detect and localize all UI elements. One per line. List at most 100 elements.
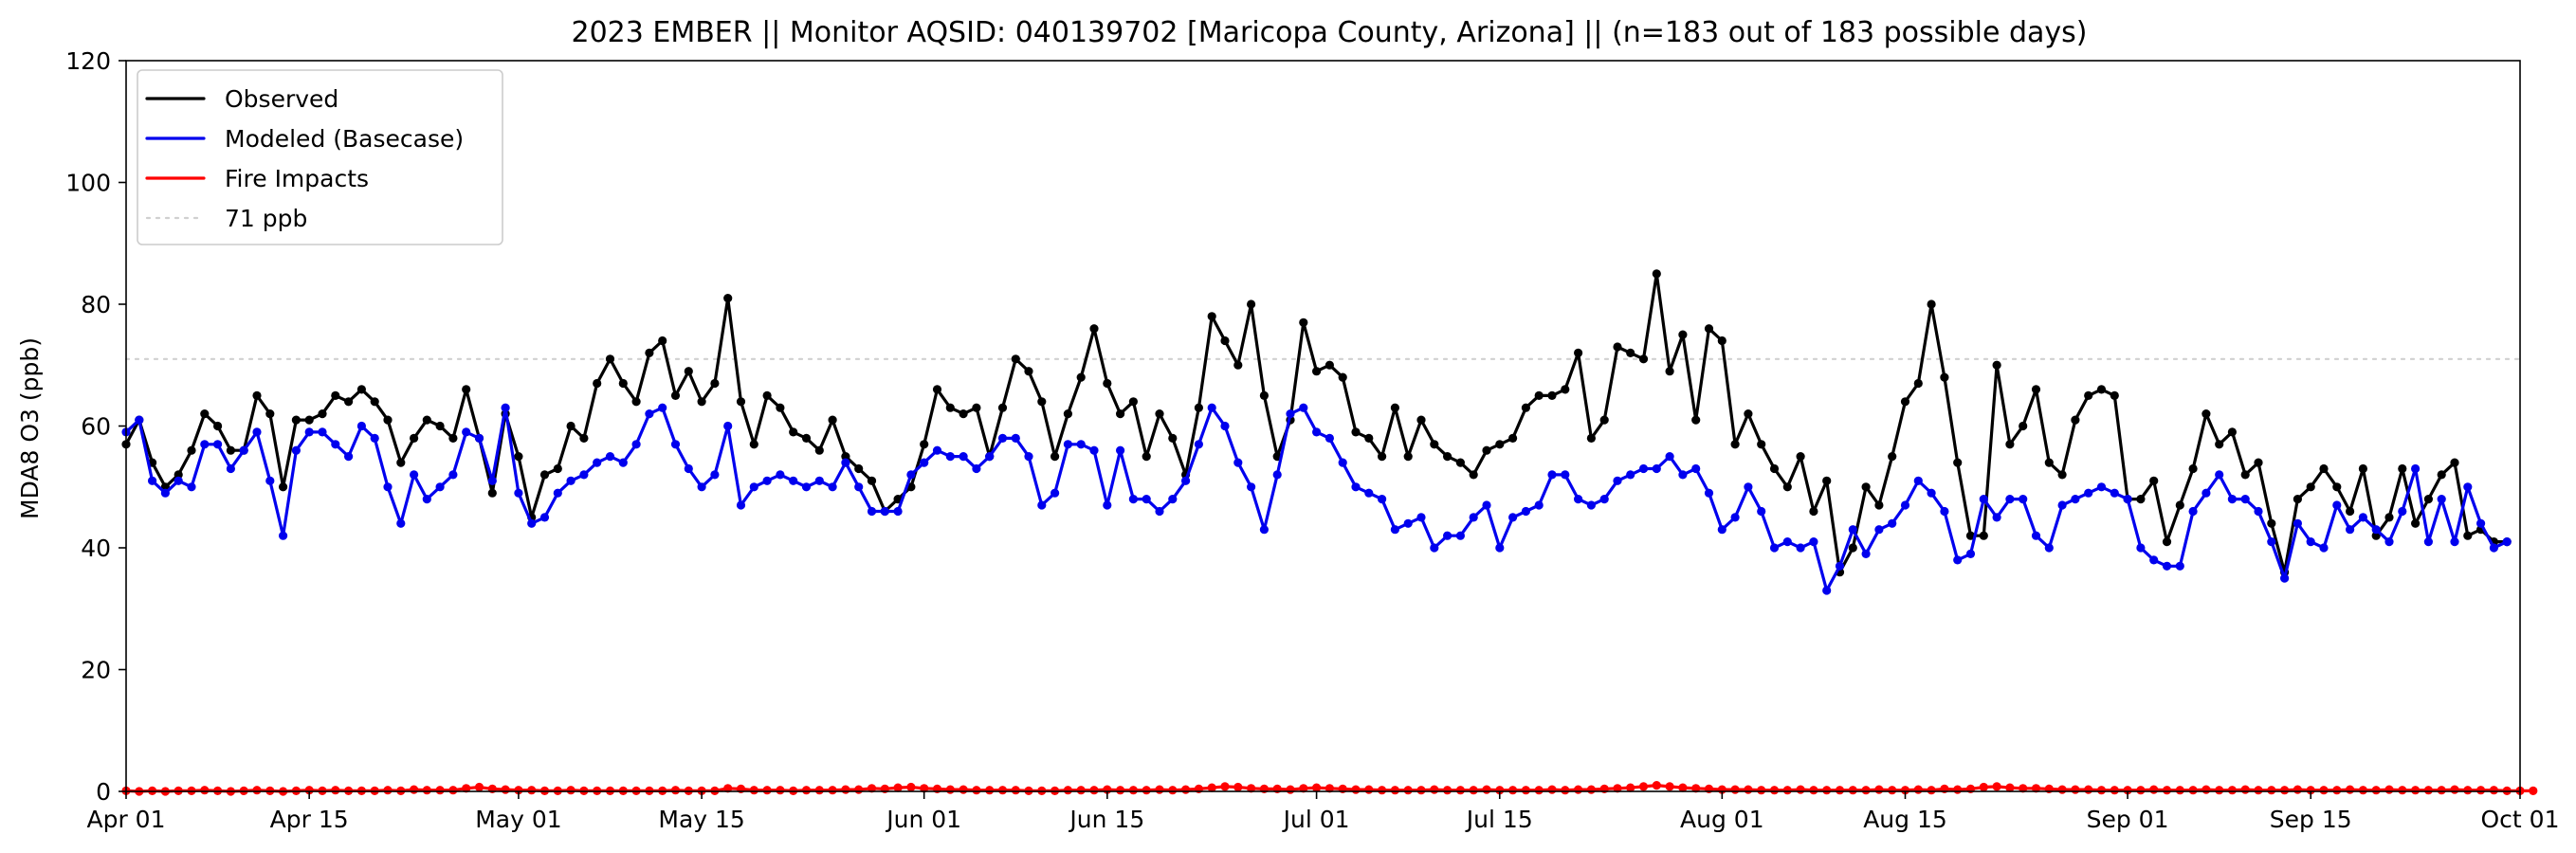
data-point-modeled-basecase bbox=[1717, 525, 1726, 535]
data-point-modeled-basecase bbox=[2306, 537, 2315, 547]
data-point-fire-impacts bbox=[514, 786, 523, 795]
data-point-observed bbox=[344, 397, 354, 407]
data-point-observed bbox=[658, 336, 667, 346]
data-point-modeled-basecase bbox=[422, 495, 431, 504]
data-point-observed bbox=[1534, 390, 1544, 400]
data-point-observed bbox=[2384, 513, 2394, 522]
data-point-observed bbox=[670, 390, 681, 400]
data-point-modeled-basecase bbox=[2123, 495, 2132, 504]
data-point-modeled-basecase bbox=[2411, 463, 2421, 474]
data-point-fire-impacts bbox=[2057, 785, 2067, 794]
data-point-fire-impacts bbox=[1469, 786, 1478, 795]
data-point-fire-impacts bbox=[1011, 786, 1020, 795]
data-point-fire-impacts bbox=[920, 784, 929, 793]
data-point-fire-impacts bbox=[410, 785, 419, 794]
data-point-observed bbox=[1979, 531, 1988, 540]
data-point-observed bbox=[2240, 470, 2250, 480]
data-point-fire-impacts bbox=[1691, 784, 1701, 793]
data-point-modeled-basecase bbox=[1128, 495, 1138, 504]
data-point-modeled-basecase bbox=[1913, 476, 1923, 485]
y-tick-label: 120 bbox=[65, 47, 111, 75]
data-point-fire-impacts bbox=[501, 785, 510, 794]
data-point-fire-impacts bbox=[959, 785, 968, 794]
chart-title: 2023 EMBER || Monitor AQSID: 040139702 [… bbox=[571, 16, 2087, 49]
data-point-fire-impacts bbox=[1782, 786, 1792, 795]
data-point-observed bbox=[1626, 348, 1635, 357]
data-point-modeled-basecase bbox=[252, 427, 262, 437]
data-point-modeled-basecase bbox=[2188, 506, 2198, 517]
data-point-fire-impacts bbox=[1547, 785, 1557, 794]
data-point-fire-impacts bbox=[1979, 782, 1988, 792]
data-point-observed bbox=[2005, 440, 2015, 449]
data-point-fire-impacts bbox=[1574, 785, 1583, 794]
data-point-modeled-basecase bbox=[187, 482, 196, 492]
data-point-observed bbox=[1312, 367, 1322, 376]
data-point-modeled-basecase bbox=[1116, 445, 1125, 455]
data-point-modeled-basecase bbox=[566, 476, 575, 485]
data-point-modeled-basecase bbox=[2110, 488, 2119, 498]
data-point-modeled-basecase bbox=[1809, 537, 1818, 547]
data-point-modeled-basecase bbox=[1874, 525, 1884, 535]
x-tick-label: Apr 01 bbox=[86, 806, 165, 833]
data-point-modeled-basecase bbox=[1233, 458, 1243, 467]
data-point-modeled-basecase bbox=[1364, 488, 1374, 498]
data-point-observed bbox=[2411, 518, 2421, 528]
data-point-fire-impacts bbox=[854, 785, 864, 794]
data-point-modeled-basecase bbox=[997, 433, 1008, 443]
data-point-fire-impacts bbox=[1247, 784, 1256, 793]
data-point-fire-impacts bbox=[2332, 786, 2342, 795]
data-point-modeled-basecase bbox=[448, 470, 458, 480]
data-point-observed bbox=[1247, 299, 1256, 309]
data-point-modeled-basecase bbox=[1599, 495, 1609, 504]
data-point-observed bbox=[2162, 537, 2172, 547]
data-point-modeled-basecase bbox=[841, 458, 850, 467]
legend-label-71-ppb: 71 ppb bbox=[225, 205, 307, 232]
data-point-observed bbox=[1744, 409, 1753, 419]
data-point-fire-impacts bbox=[2201, 785, 2211, 794]
data-point-observed bbox=[920, 440, 929, 449]
data-point-modeled-basecase bbox=[1037, 500, 1047, 510]
data-point-fire-impacts bbox=[985, 786, 995, 795]
data-point-modeled-basecase bbox=[1011, 433, 1020, 443]
data-point-modeled-basecase bbox=[1979, 495, 1988, 504]
data-point-fire-impacts bbox=[1286, 785, 1295, 794]
data-point-fire-impacts bbox=[2136, 786, 2146, 795]
data-point-modeled-basecase bbox=[2423, 537, 2433, 547]
data-point-fire-impacts bbox=[776, 786, 785, 795]
data-point-modeled-basecase bbox=[893, 506, 903, 517]
data-point-modeled-basecase bbox=[985, 452, 995, 462]
data-point-modeled-basecase bbox=[1443, 531, 1452, 540]
data-point-fire-impacts bbox=[828, 786, 837, 795]
data-point-observed bbox=[1574, 348, 1583, 357]
data-point-modeled-basecase bbox=[2071, 495, 2080, 504]
data-point-modeled-basecase bbox=[1247, 482, 1256, 492]
data-point-observed bbox=[1325, 360, 1334, 370]
data-point-modeled-basecase bbox=[356, 421, 366, 431]
x-tick-label: Oct 01 bbox=[2481, 806, 2560, 833]
data-point-modeled-basecase bbox=[2280, 573, 2290, 583]
data-point-observed bbox=[684, 367, 693, 376]
data-point-observed bbox=[1796, 452, 1805, 462]
data-point-modeled-basecase bbox=[579, 470, 589, 480]
data-point-modeled-basecase bbox=[1691, 463, 1701, 474]
data-point-fire-impacts bbox=[331, 786, 340, 795]
data-point-observed bbox=[1495, 440, 1505, 449]
data-point-observed bbox=[801, 433, 812, 443]
x-tick-label: Jun 15 bbox=[1068, 806, 1144, 833]
data-point-observed bbox=[1378, 452, 1387, 462]
data-point-modeled-basecase bbox=[539, 513, 550, 522]
data-point-modeled-basecase bbox=[1678, 470, 1688, 480]
data-point-observed bbox=[2267, 518, 2276, 528]
data-point-observed bbox=[213, 421, 223, 431]
data-point-fire-impacts bbox=[1561, 786, 1570, 795]
data-point-fire-impacts bbox=[448, 786, 458, 795]
data-point-fire-impacts bbox=[2071, 785, 2080, 794]
data-point-fire-impacts bbox=[2384, 785, 2394, 794]
data-point-fire-impacts bbox=[814, 786, 824, 795]
data-point-observed bbox=[291, 415, 301, 425]
data-point-fire-impacts bbox=[2254, 786, 2263, 795]
data-point-modeled-basecase bbox=[1455, 531, 1465, 540]
data-point-fire-impacts bbox=[1168, 786, 1178, 795]
data-point-modeled-basecase bbox=[1744, 482, 1753, 492]
data-point-observed bbox=[997, 403, 1008, 412]
